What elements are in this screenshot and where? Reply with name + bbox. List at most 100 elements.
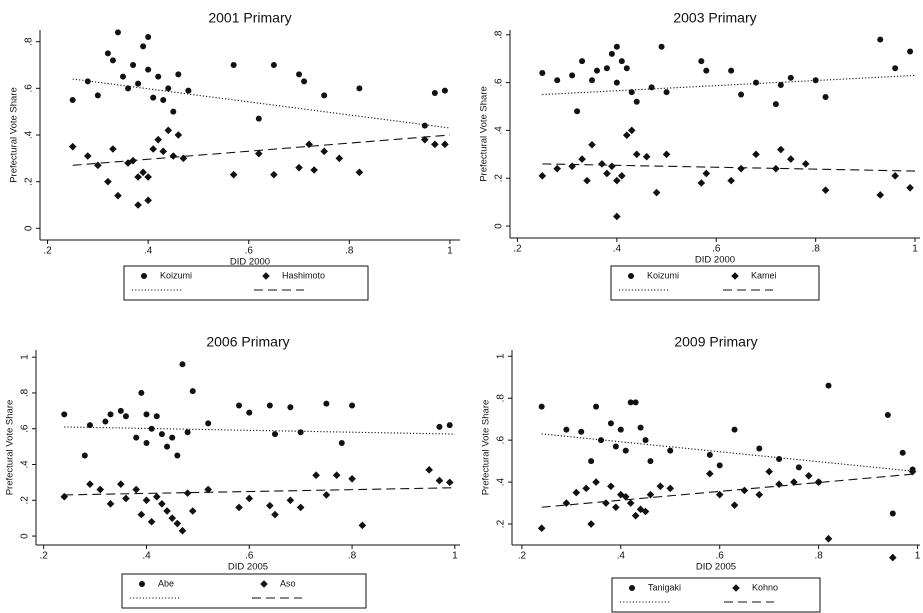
y-tick-label: .6 <box>24 84 35 93</box>
point <box>163 507 171 515</box>
point <box>173 519 182 528</box>
point <box>812 77 819 84</box>
point <box>305 140 313 149</box>
y-tick-label: 0 <box>20 533 31 539</box>
point <box>446 422 453 429</box>
x-tick-label: .8 <box>811 244 820 255</box>
point <box>603 65 610 72</box>
point <box>642 437 649 444</box>
point <box>715 490 724 499</box>
point <box>814 478 823 486</box>
point <box>889 510 896 517</box>
fit-line <box>64 487 455 496</box>
point <box>69 97 76 103</box>
y-tick-label: 0 <box>494 223 505 229</box>
point <box>554 77 561 84</box>
point <box>61 411 68 418</box>
point <box>184 429 191 436</box>
point <box>825 382 832 389</box>
point <box>94 92 101 99</box>
point <box>86 422 93 429</box>
point <box>775 480 783 488</box>
point <box>138 389 145 396</box>
legend-box <box>610 265 820 301</box>
point <box>68 142 77 151</box>
x-tick-label: 1 <box>915 551 921 562</box>
x-axis-label: DID 2000 <box>695 255 735 266</box>
point <box>613 79 620 86</box>
x-tick-label: .4 <box>142 551 151 562</box>
point <box>698 58 705 65</box>
point <box>646 490 655 499</box>
point <box>889 553 897 562</box>
y-tick-label: .2 <box>496 519 507 528</box>
point <box>569 72 576 79</box>
point <box>445 478 454 487</box>
point <box>891 172 899 180</box>
point <box>420 135 429 144</box>
point <box>612 443 619 450</box>
panel: 2006 Primary .2 .4 .6 .8 1 0 .2 .4 .6 .8 1 DID 2005 P… <box>5 334 460 609</box>
point <box>663 89 670 96</box>
point <box>245 494 254 503</box>
x-tick-label: .4 <box>144 246 153 257</box>
point <box>297 429 304 436</box>
point <box>613 43 620 50</box>
point <box>578 155 586 163</box>
y-tick-label: .4 <box>496 477 507 486</box>
point <box>102 418 109 425</box>
point <box>877 36 884 43</box>
point <box>702 169 711 178</box>
point <box>296 71 303 78</box>
x-tick-label: .6 <box>712 244 721 255</box>
point <box>753 79 759 86</box>
point <box>270 170 278 179</box>
point <box>623 65 630 72</box>
fit-line <box>542 74 916 96</box>
x-tick-label: .2 <box>40 551 49 562</box>
point <box>122 494 130 503</box>
point <box>104 50 111 57</box>
point <box>583 176 591 185</box>
point <box>777 81 784 88</box>
point <box>312 471 320 480</box>
point <box>266 501 274 510</box>
point <box>574 108 581 115</box>
y-tick-label: .2 <box>494 174 505 183</box>
point <box>185 87 192 94</box>
point <box>178 526 187 535</box>
point <box>656 482 665 491</box>
point <box>821 186 830 194</box>
point <box>94 161 102 170</box>
point <box>356 85 363 92</box>
point <box>144 173 152 181</box>
point <box>179 154 188 163</box>
point <box>114 191 122 200</box>
legend-label: Tanigaki <box>648 582 681 592</box>
legend-marker <box>731 272 739 280</box>
y-tick-label: .4 <box>24 130 35 139</box>
point <box>706 469 714 478</box>
x-tick-label: .8 <box>345 246 354 257</box>
point <box>608 50 615 57</box>
point <box>738 91 745 98</box>
point <box>822 93 829 100</box>
legend-marker <box>139 581 145 587</box>
point <box>117 407 124 414</box>
point <box>598 160 606 168</box>
point <box>117 480 125 488</box>
point <box>592 478 600 486</box>
point <box>801 160 810 168</box>
point <box>627 126 636 135</box>
point <box>134 173 142 181</box>
fit-line <box>541 433 918 473</box>
point <box>320 147 328 156</box>
point <box>824 534 833 543</box>
point <box>159 147 168 156</box>
x-tick-label: 1 <box>447 246 453 257</box>
x-axis-label: DID 2005 <box>696 562 736 573</box>
legend-label: Kohno <box>752 582 778 592</box>
point <box>60 492 69 501</box>
x-tick-label: .4 <box>613 244 622 255</box>
fit-line <box>72 134 450 166</box>
